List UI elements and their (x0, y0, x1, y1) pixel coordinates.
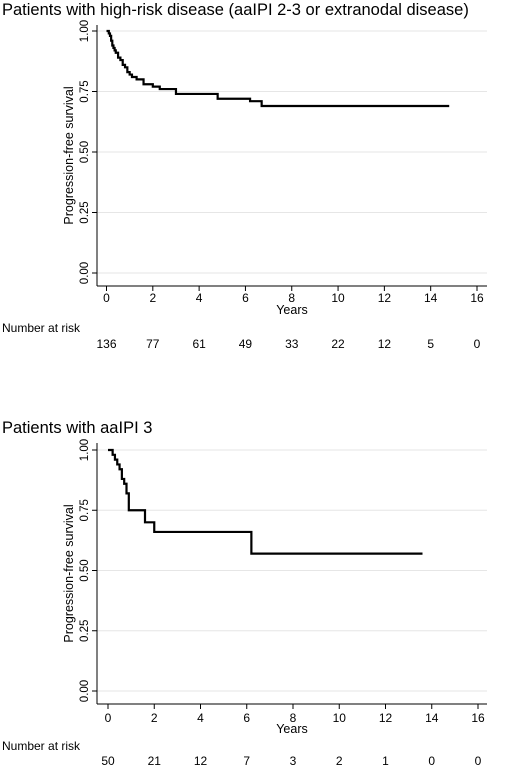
risk-value: 12 (194, 754, 208, 768)
y-tick-label: 0.75 (79, 80, 91, 102)
chart-title-high-risk: Patients with high-risk disease (aaIPI 2… (2, 1, 469, 19)
risk-value: 1 (382, 754, 389, 768)
risk-value: 33 (285, 337, 299, 351)
risk-value: 77 (146, 337, 160, 351)
risk-value: 0 (474, 337, 481, 351)
risk-value: 22 (331, 337, 345, 351)
x-tick-label: 14 (424, 291, 438, 305)
x-tick-label: 6 (243, 711, 250, 725)
y-tick-label: 1.00 (79, 439, 91, 461)
risk-value: 21 (148, 754, 162, 768)
y-tick-label: 0.00 (79, 680, 91, 702)
x-tick-label: 8 (288, 291, 295, 305)
y-tick-label: 0.50 (79, 559, 91, 581)
risk-value: 61 (192, 337, 206, 351)
chart-title-aaipi3: Patients with aaIPI 3 (2, 419, 153, 437)
survival-curve (106, 29, 450, 108)
x-tick-label: 2 (151, 711, 158, 725)
risk-table-label: Number at risk (2, 321, 81, 335)
risk-value: 12 (378, 337, 392, 351)
y-tick-label: 0.50 (79, 141, 91, 163)
x-tick-label: 0 (105, 711, 112, 725)
risk-table-label: Number at risk (2, 739, 81, 753)
risk-value: 5 (427, 337, 434, 351)
x-tick-label: 6 (242, 291, 249, 305)
y-axis-label: Progression-free survival (62, 86, 76, 224)
risk-value: 0 (475, 754, 482, 768)
x-tick-label: 2 (149, 291, 156, 305)
x-axis-label: Years (276, 722, 308, 736)
risk-value: 7 (243, 754, 250, 768)
x-tick-label: 16 (471, 711, 485, 725)
risk-value: 0 (428, 754, 435, 768)
x-tick-label: 10 (333, 711, 347, 725)
x-tick-label: 4 (196, 291, 203, 305)
risk-value: 2 (336, 754, 343, 768)
x-axis-label: Years (276, 303, 308, 317)
y-tick-label: 0.25 (79, 201, 91, 223)
y-axis-label: Progression-free survival (62, 504, 76, 642)
risk-value: 49 (239, 337, 253, 351)
x-tick-label: 10 (331, 291, 345, 305)
risk-value: 50 (101, 754, 115, 768)
x-tick-label: 12 (379, 711, 393, 725)
chart-high-risk: 0.00 0.25 0.50 0.75 1.00 0 2 4 6 8 10 12 14 16 Years Pr… (62, 20, 487, 351)
x-tick-label: 12 (378, 291, 392, 305)
risk-value: 136 (96, 337, 116, 351)
x-tick-label: 16 (470, 291, 484, 305)
y-tick-label: 0.00 (79, 262, 91, 284)
x-tick-label: 8 (290, 711, 297, 725)
y-tick-label: 0.25 (79, 620, 91, 642)
x-tick-label: 4 (197, 711, 204, 725)
x-tick-label: 0 (103, 291, 110, 305)
survival-curve (108, 448, 423, 555)
y-tick-label: 0.75 (79, 499, 91, 521)
chart-aaipi3: 0.000.250.500.751.000 2 4 6 8 10 12 14 16YearsPr… (62, 439, 487, 768)
y-tick-label: 1.00 (79, 20, 91, 42)
risk-value: 3 (290, 754, 297, 768)
x-tick-label: 14 (425, 711, 439, 725)
